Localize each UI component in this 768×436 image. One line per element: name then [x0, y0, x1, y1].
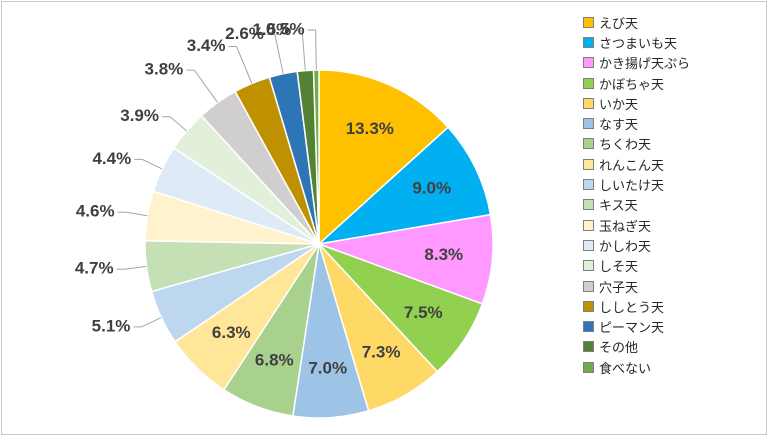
leader-line [116, 265, 147, 270]
pie-slice [312, 69, 320, 245]
legend: えび天さつまいも天 かき揚げ天ぷら かぼちゃ天いか天なす天ちくわ天れんこん天しいたけ… [583, 12, 690, 377]
data-label: 3.9% [120, 106, 159, 125]
data-label: 6.8% [255, 351, 294, 370]
legend-item: ちくわ天 [583, 134, 690, 154]
leader-line [307, 29, 317, 71]
data-label: 3.8% [145, 60, 184, 79]
legend-item: えび天 [583, 12, 690, 32]
legend-item: なす天 [583, 113, 690, 133]
legend-swatch [583, 260, 594, 272]
data-label: 13.3% [346, 119, 394, 138]
data-label: 7.3% [362, 342, 401, 361]
legend-swatch [583, 57, 594, 69]
leader-lines [116, 29, 317, 328]
pie-slice [316, 213, 494, 305]
data-label: 1.5% [252, 20, 291, 39]
pie-slice [316, 126, 492, 246]
legend-item: しいたけ天 [583, 174, 690, 194]
legend-label: れんこん天 [599, 158, 665, 174]
legend-swatch [583, 97, 594, 109]
legend-swatch [583, 158, 594, 170]
leader-line [294, 30, 306, 71]
legend-label: かき揚げ天ぷら [599, 57, 691, 73]
leader-line [134, 158, 163, 170]
legend-swatch [583, 179, 594, 191]
legend-item: 玉ねぎ天 [583, 215, 690, 235]
legend-swatch [583, 36, 594, 48]
legend-item: その他 [583, 337, 690, 357]
legend-item: かき揚げ天ぷら [583, 53, 690, 73]
data-label: 4.6% [76, 202, 115, 221]
legend-swatch [583, 239, 594, 251]
legend-swatch [583, 16, 594, 28]
legend-label: なす天 [599, 118, 639, 134]
legend-swatch [583, 280, 594, 292]
legend-swatch [583, 219, 594, 231]
data-label: 8.3% [424, 245, 463, 264]
legend-item: れんこん天 [583, 154, 690, 174]
data-label: 7.0% [308, 358, 347, 377]
legend-item: 穴子天 [583, 276, 690, 296]
leader-line [266, 34, 284, 74]
legend-label: ピーマン天 [599, 321, 665, 337]
leader-line [228, 46, 253, 84]
legend-label: さつまいも天 [599, 36, 678, 52]
legend-label: キス天 [599, 199, 638, 215]
legend-label: 食べない [599, 361, 652, 377]
legend-label: ししとう天 [599, 300, 665, 316]
data-label: 6.3% [212, 323, 251, 342]
legend-item: いか天 [583, 93, 690, 113]
data-label: 7.5% [404, 303, 443, 322]
data-label: 4.7% [75, 259, 114, 278]
legend-label: ちくわ天 [599, 138, 652, 154]
legend-label: その他 [599, 341, 639, 357]
legend-swatch [583, 300, 594, 312]
legend-label: しいたけ天 [599, 179, 665, 195]
legend-item: ししとう天 [583, 296, 690, 316]
legend-label: 穴子天 [599, 280, 639, 296]
data-label: 9.0% [412, 179, 451, 198]
legend-swatch [583, 118, 594, 130]
legend-item: 食べない [583, 357, 690, 377]
leader-line [117, 211, 148, 217]
data-label: 2.6% [225, 24, 264, 43]
legend-label: えび天 [599, 16, 639, 32]
data-label: 0.5% [266, 19, 305, 38]
legend-swatch [583, 361, 594, 373]
leader-line [186, 69, 219, 103]
legend-swatch [583, 321, 594, 333]
data-label: 4.4% [92, 149, 131, 168]
legend-label: かぼちゃ天 [599, 77, 665, 93]
legend-item: しそ天 [583, 256, 690, 276]
legend-item: かぼちゃ天 [583, 73, 690, 93]
legend-item: ピーマン天 [583, 316, 690, 336]
legend-label: いか天 [599, 97, 639, 113]
pie-slice [318, 69, 450, 246]
legend-swatch [583, 77, 594, 89]
pie-slices [144, 69, 494, 419]
legend-swatch [583, 138, 594, 150]
legend-swatch [583, 341, 594, 353]
legend-label: かしわ天 [599, 239, 652, 255]
data-labels: 13.3% 9.0% 8.3% 7.5% 7.3% 7.0% 6.8%6.3% 5.1% 4.7… [75, 19, 463, 377]
legend-item: さつまいも天 [583, 32, 690, 52]
leader-line [133, 317, 162, 328]
legend-label: 玉ねぎ天 [599, 219, 652, 235]
data-label: 3.4% [187, 36, 226, 55]
legend-item: かしわ天 [583, 235, 690, 255]
legend-swatch [583, 199, 594, 211]
legend-item: キス天 [583, 195, 690, 215]
data-label: 5.1% [92, 316, 131, 335]
leader-line [162, 116, 188, 132]
legend-label: しそ天 [599, 260, 639, 276]
